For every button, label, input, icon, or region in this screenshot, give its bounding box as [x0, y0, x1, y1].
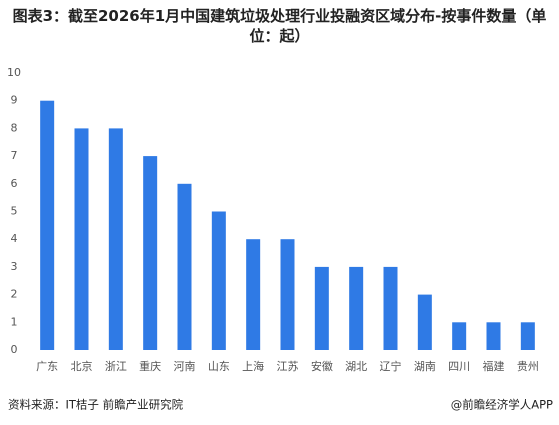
bar	[417, 294, 432, 350]
x-tick-label: 安徽	[311, 359, 333, 373]
x-tick-label: 湖南	[414, 360, 436, 373]
y-tick-label: 8	[11, 121, 18, 134]
y-tick-label: 2	[11, 288, 18, 301]
x-tick-label: 福建	[483, 359, 505, 373]
x-tick-label: 贵州	[517, 360, 539, 373]
bar	[486, 322, 501, 350]
bar	[40, 100, 55, 350]
y-tick-label: 5	[11, 205, 18, 218]
bar	[246, 239, 261, 350]
x-tick-label: 辽宁	[380, 359, 402, 373]
x-tick-label: 上海	[242, 359, 264, 373]
source: 资料来源：IT桔子 前瞻产业研究院	[8, 398, 184, 412]
bar	[383, 266, 398, 350]
y-tick-label: 10	[7, 66, 21, 79]
bar	[74, 128, 89, 350]
x-tick-label: 浙江	[105, 360, 127, 373]
bar	[211, 211, 226, 350]
y-tick-label: 7	[11, 149, 18, 162]
chart-title: 图表3：截至2026年1月中国建筑垃圾处理行业投融资区域分布-按事件数量（单位：…	[12, 7, 547, 45]
y-tick-label: 9	[11, 94, 18, 107]
x-tick-label: 河南	[174, 360, 196, 373]
x-tick-label: 重庆	[139, 359, 161, 373]
bar	[349, 266, 364, 350]
bar	[452, 322, 467, 350]
bar	[177, 183, 192, 350]
y-tick-label: 0	[11, 343, 18, 356]
x-tick-label: 湖北	[345, 360, 367, 373]
bar	[143, 156, 158, 350]
bar	[520, 322, 535, 350]
y-tick-label: 3	[11, 260, 18, 273]
x-tick-label: 江苏	[277, 360, 299, 373]
bar	[280, 239, 295, 350]
credit: @前瞻经济学人APP	[451, 398, 553, 412]
bar	[314, 266, 329, 350]
y-tick-label: 6	[11, 177, 18, 190]
y-tick-label: 1	[11, 315, 18, 328]
x-tick-label: 北京	[71, 359, 93, 373]
x-tick-label: 广东	[36, 360, 58, 373]
x-tick-label: 四川	[448, 360, 470, 373]
bar	[108, 128, 123, 350]
x-tick-label: 山东	[208, 360, 230, 373]
y-tick-label: 4	[11, 232, 18, 245]
